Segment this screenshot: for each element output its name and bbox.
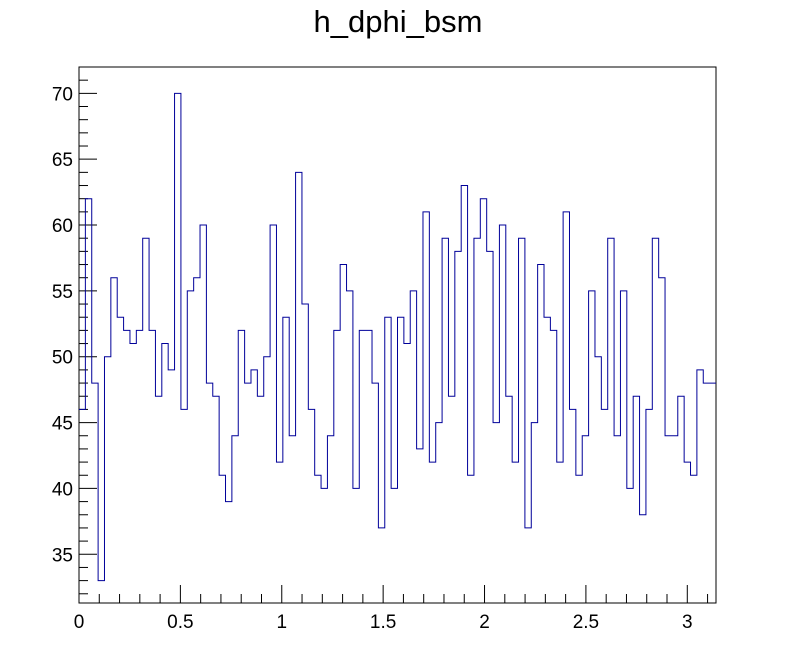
y-tick-label: 40	[52, 479, 73, 500]
histogram-series-line	[79, 92, 716, 582]
x-tick-label: 3	[682, 612, 693, 633]
x-tick-label: 1.5	[370, 612, 396, 633]
axis-ticks	[78, 66, 709, 603]
x-tick-label: 0	[74, 612, 85, 633]
x-tick-label: 2	[479, 612, 490, 633]
x-tick-label: 1	[276, 612, 287, 633]
y-tick-label: 45	[52, 414, 73, 435]
x-tick-label: 2.5	[573, 612, 599, 633]
chart-title: h_dphi_bsm	[314, 4, 483, 39]
x-tick-label: 0.5	[167, 612, 193, 633]
axis-tick-labels: 0 0.5 1 1.5 2 2.5 3 35 40 45 50 55 60 65 70	[52, 84, 693, 633]
y-tick-label: 35	[52, 545, 73, 566]
y-tick-label: 50	[52, 348, 73, 369]
plot-frame	[78, 66, 717, 604]
y-tick-label: 70	[52, 84, 73, 105]
y-tick-label: 55	[52, 282, 73, 303]
y-tick-label: 65	[52, 150, 73, 171]
y-tick-label: 60	[52, 216, 73, 237]
